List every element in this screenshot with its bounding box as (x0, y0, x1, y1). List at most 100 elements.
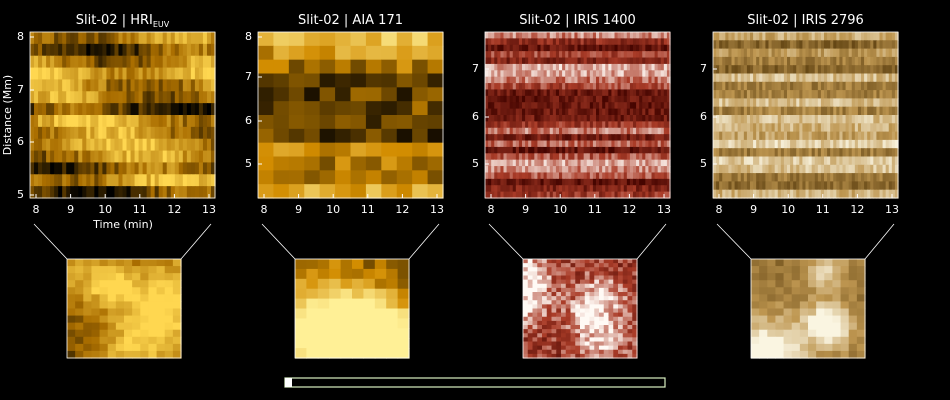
pixel (651, 89, 656, 97)
pixel (626, 127, 631, 135)
pixel (577, 76, 582, 84)
pixel (412, 170, 429, 185)
x-tick-label: 9 (67, 203, 74, 216)
pixel (397, 338, 410, 349)
pixel (561, 296, 567, 301)
pixel (767, 329, 777, 338)
pixel (82, 43, 87, 57)
pixel (522, 51, 526, 59)
pixel (110, 91, 116, 104)
pixel (546, 191, 551, 199)
pixel (537, 76, 542, 84)
pixel (885, 189, 890, 199)
pixel (543, 38, 548, 46)
pixel (549, 166, 554, 174)
progress-thumb[interactable] (285, 378, 292, 387)
pixel (848, 156, 853, 166)
pixel (589, 146, 594, 154)
pixel (775, 308, 785, 317)
pixel (99, 350, 109, 359)
pixel (870, 73, 874, 83)
pixel (605, 191, 609, 199)
pixel (38, 32, 43, 45)
pixel (767, 308, 777, 317)
pixel (740, 81, 745, 91)
pixel (546, 271, 553, 277)
pixel (38, 55, 43, 69)
pixel (523, 275, 529, 281)
pixel (586, 89, 591, 97)
pixel (150, 91, 156, 104)
pixel (845, 139, 850, 149)
pixel (642, 172, 646, 180)
pixel (799, 287, 809, 295)
pixel (620, 146, 625, 154)
pixel (571, 57, 576, 65)
pixel (737, 56, 742, 66)
pixel (608, 292, 614, 297)
pixel (586, 159, 591, 167)
pixel (172, 259, 182, 267)
pixel (713, 189, 717, 199)
pixel (534, 166, 539, 174)
pixel (663, 57, 668, 65)
pixel (599, 76, 603, 84)
pixel (555, 51, 560, 59)
pixel (546, 127, 551, 135)
pixel (848, 287, 858, 295)
pixel (629, 191, 634, 199)
pixel (620, 140, 625, 148)
pixel (660, 95, 665, 103)
pixel (506, 166, 511, 174)
pixel (603, 353, 610, 359)
pixel (319, 156, 336, 171)
pixel (851, 98, 856, 108)
pixel (70, 103, 75, 116)
pixel (602, 76, 606, 84)
pixel (555, 178, 560, 186)
pixel (546, 337, 553, 343)
pixel (570, 329, 576, 334)
pixel (512, 44, 517, 52)
pixel (746, 123, 751, 133)
pixel (540, 153, 545, 161)
pixel (126, 138, 132, 152)
pixel (602, 127, 606, 135)
pixel (623, 89, 628, 97)
pixel (552, 89, 557, 97)
pixel (753, 156, 757, 166)
pixel (74, 79, 79, 92)
pixel (614, 127, 619, 135)
pixel (771, 139, 776, 149)
pixel (130, 138, 136, 152)
pixel (780, 65, 785, 75)
pixel (525, 172, 529, 180)
pixel (317, 318, 330, 329)
pixel (206, 55, 212, 69)
pixel (799, 259, 809, 267)
pixel (777, 81, 782, 91)
pixel (888, 81, 893, 91)
pixel (608, 185, 613, 193)
pixel (42, 126, 47, 140)
pixel (629, 70, 634, 78)
pixel (75, 259, 84, 267)
pixel (186, 150, 192, 164)
pixel (787, 90, 791, 99)
pixel (657, 153, 662, 161)
pixel (614, 115, 619, 122)
pixel (178, 162, 184, 175)
pixel (202, 103, 208, 116)
pixel (832, 350, 842, 359)
pixel (306, 288, 319, 300)
pixel (140, 343, 150, 352)
pixel (537, 32, 542, 39)
pixel (158, 32, 164, 45)
pixel (174, 162, 180, 175)
pixel (879, 173, 884, 182)
pixel (632, 337, 638, 343)
pixel (613, 287, 619, 293)
pixel (555, 127, 560, 135)
pixel (106, 103, 112, 116)
pixel (651, 166, 656, 174)
